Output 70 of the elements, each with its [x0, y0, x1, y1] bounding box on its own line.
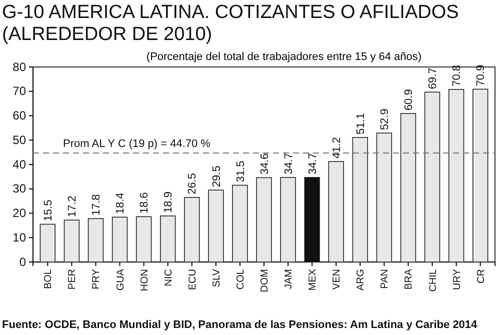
data-label: 34.6 [258, 153, 271, 175]
bar [40, 224, 56, 262]
x-tick-label: ECU [187, 269, 198, 290]
data-label: 70.9 [475, 64, 488, 86]
data-label: 52.9 [379, 108, 392, 130]
y-tick-label: 40 [12, 157, 26, 172]
data-label: 17.2 [66, 196, 79, 218]
data-label: 69.7 [427, 68, 440, 90]
x-tick-label: SLV [211, 268, 222, 288]
data-label: 60.9 [403, 89, 416, 111]
bar [112, 216, 128, 262]
bar [64, 220, 80, 262]
data-label: 51.1 [355, 113, 367, 134]
x-tick-label: DOM [260, 269, 270, 292]
data-label: 18.9 [162, 192, 175, 213]
y-tick-label: 80 [12, 60, 26, 74]
bar [400, 113, 416, 262]
data-label: 29.5 [210, 166, 223, 188]
bar [160, 216, 176, 262]
y-tick-label: 50 [12, 132, 26, 147]
data-label: 18.6 [138, 192, 151, 214]
x-tick-label: GUA [115, 268, 126, 291]
y-tick-label: 60 [12, 108, 26, 123]
ref-line-label: Prom AL Y C (19 p) = 44.70 % [63, 138, 211, 150]
source-note: Fuente: OCDE, Banco Mundial y BID, Panorama de las Pensiones: Am Latina y Caribe 2014 [2, 319, 478, 331]
data-label: 18.4 [114, 192, 127, 214]
bar [352, 137, 368, 262]
y-tick-label: 30 [12, 182, 26, 196]
x-tick-label: JAM [284, 269, 295, 289]
data-label: 41.2 [330, 137, 343, 159]
x-tick-label: CHIL [428, 268, 439, 292]
data-label: 70.8 [451, 65, 464, 86]
x-tick-label: BRA [404, 268, 415, 290]
y-tick-label: 70 [12, 84, 26, 98]
data-label: 31.5 [234, 160, 247, 182]
x-tick-label: ARG [356, 268, 367, 291]
bar [280, 177, 296, 262]
data-label: 26.5 [186, 172, 199, 194]
y-tick-label: 20 [12, 206, 26, 220]
x-tick-label: VEN [332, 269, 343, 290]
x-tick-label: MEX [308, 268, 319, 291]
data-label: 15.5 [42, 200, 55, 222]
bar [256, 177, 272, 262]
bar [232, 184, 248, 262]
x-tick-label: PER [67, 269, 78, 290]
y-tick-label: 10 [12, 230, 26, 244]
bar [88, 218, 104, 262]
data-label: 34.7 [282, 152, 295, 174]
x-tick-label: NIC [163, 269, 174, 286]
chart-title: G-10 AMERICA LATINA. COTIZANTES O AFILIADOS (ALREDEDOR DE 2010) [2, 2, 459, 45]
bar [328, 161, 344, 262]
bar [208, 190, 224, 262]
x-tick-label: COL [235, 268, 246, 290]
bar [136, 216, 152, 262]
bar [424, 92, 440, 262]
data-label: 17.8 [90, 194, 103, 216]
x-tick-label: HON [139, 269, 150, 292]
x-tick-label: CR [476, 269, 487, 284]
x-tick-label: BOL [43, 268, 54, 290]
bar [448, 89, 464, 262]
data-label: 34.7 [306, 152, 319, 174]
x-tick-label: PAN [380, 269, 391, 289]
bar [304, 177, 320, 262]
x-tick-label: PRY [91, 268, 102, 290]
bar [472, 88, 488, 262]
chart-subtitle: (Porcentaje del total de trabajadores entre 15 y 64 años) [146, 51, 422, 63]
bar [184, 197, 200, 262]
x-tick-label: URY [452, 268, 463, 290]
y-tick-label: 0 [19, 254, 26, 269]
bar [376, 132, 392, 262]
